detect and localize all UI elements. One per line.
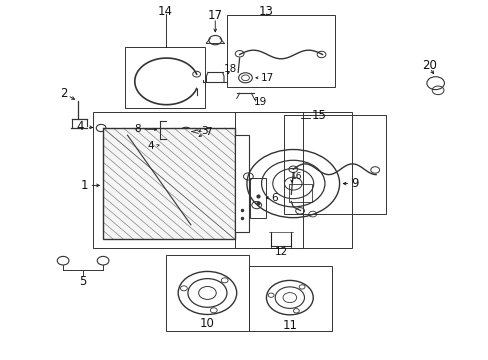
Text: 6: 6	[271, 193, 277, 203]
Bar	[93, 112, 303, 248]
Text: 19: 19	[254, 97, 267, 107]
Text: 4: 4	[147, 141, 153, 151]
Text: 5: 5	[79, 275, 86, 288]
Text: 1: 1	[81, 179, 88, 192]
Text: 18: 18	[224, 64, 237, 74]
Text: 10: 10	[200, 317, 214, 330]
Text: 17: 17	[261, 73, 274, 83]
Bar	[283, 116, 385, 214]
Text: 14: 14	[158, 5, 173, 18]
Bar	[125, 47, 205, 108]
Text: 3: 3	[201, 126, 207, 135]
Text: 15: 15	[311, 109, 326, 122]
Bar	[166, 255, 249, 330]
Bar	[250, 178, 265, 218]
Text: 12: 12	[274, 247, 287, 257]
Text: 2: 2	[60, 87, 68, 100]
Bar	[289, 184, 311, 202]
Text: 4: 4	[76, 121, 84, 134]
Bar	[227, 15, 334, 87]
Text: 8: 8	[134, 124, 140, 134]
Bar	[103, 128, 234, 239]
Bar	[234, 135, 249, 232]
Bar	[234, 112, 351, 248]
Text: 11: 11	[282, 319, 297, 332]
Text: 13: 13	[259, 5, 273, 18]
Text: 9: 9	[350, 177, 358, 190]
Text: 20: 20	[422, 59, 436, 72]
Text: 7: 7	[204, 127, 211, 136]
Text: 16: 16	[290, 172, 302, 181]
Bar	[249, 266, 331, 330]
Text: 17: 17	[207, 9, 223, 22]
